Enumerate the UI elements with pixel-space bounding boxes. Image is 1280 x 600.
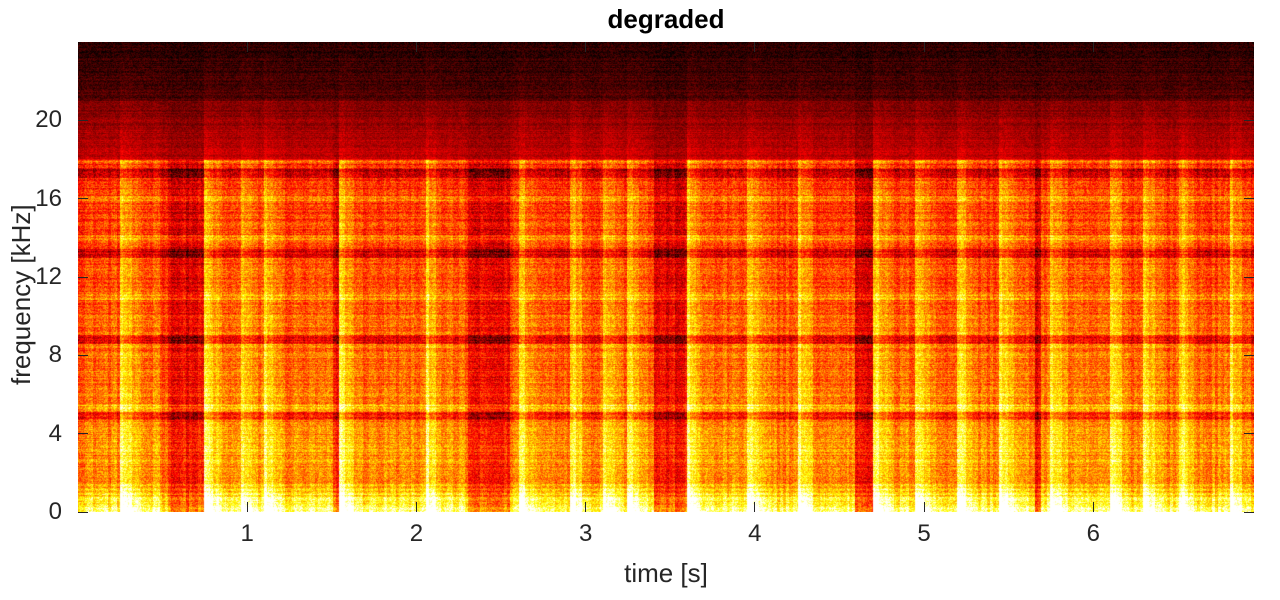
y-tick-mark <box>78 511 88 513</box>
y-tick-mark <box>1244 276 1254 278</box>
x-tick-mark <box>1092 42 1094 52</box>
y-tick-label: 4 <box>48 419 62 447</box>
chart-title: degraded <box>607 4 725 34</box>
x-tick-mark <box>415 42 417 52</box>
y-tick-mark <box>78 433 88 435</box>
x-tick-label: 3 <box>578 520 593 547</box>
x-tick-mark <box>246 42 248 52</box>
x-axis-label: time [s] <box>624 558 708 588</box>
x-tick-mark <box>585 42 587 52</box>
y-tick-label: 20 <box>35 106 62 134</box>
x-tick-label: 6 <box>1086 520 1100 547</box>
y-tick-mark <box>1244 198 1254 200</box>
x-tick-mark <box>923 502 925 512</box>
y-tick-label: 8 <box>48 341 62 369</box>
y-axis-label: frequency [kHz] <box>6 204 36 385</box>
x-tick-mark <box>754 42 756 52</box>
y-tick-mark <box>78 198 88 200</box>
x-tick-mark <box>754 502 756 512</box>
y-tick-mark <box>78 119 88 121</box>
y-tick-mark <box>1244 354 1254 356</box>
x-tick-mark <box>415 502 417 512</box>
x-tick-label: 4 <box>748 520 762 547</box>
y-tick-mark <box>78 354 88 356</box>
y-tick-mark <box>78 276 88 278</box>
x-tick-mark <box>585 502 587 512</box>
plot-area <box>78 42 1254 512</box>
x-tick-mark <box>923 42 925 52</box>
y-tick-mark <box>1244 511 1254 513</box>
y-tick-label: 0 <box>48 498 62 525</box>
y-tick-label: 16 <box>35 184 62 212</box>
y-tick-label: 12 <box>35 263 62 290</box>
x-tick-label: 2 <box>409 520 424 547</box>
y-tick-mark <box>1244 119 1254 121</box>
x-tick-label: 5 <box>917 520 931 547</box>
x-tick-mark <box>1092 502 1094 512</box>
y-tick-mark <box>1244 433 1254 435</box>
spectrogram-heatmap <box>78 42 1254 512</box>
x-tick-label: 1 <box>240 520 254 547</box>
x-tick-mark <box>246 502 248 512</box>
